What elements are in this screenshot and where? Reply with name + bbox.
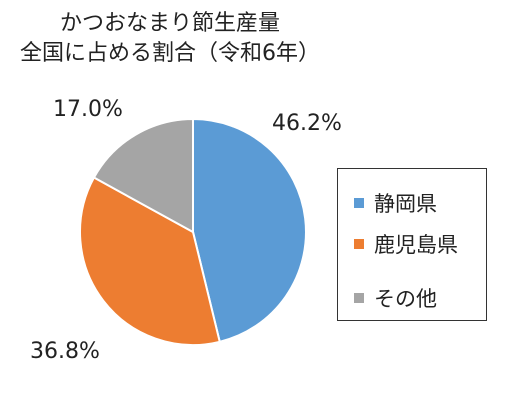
legend-swatch-kagoshima [354, 239, 364, 249]
chart-title: かつおなまり節生産量 [59, 11, 280, 36]
legend-label-other: その他 [374, 287, 437, 311]
legend-item-shizuoka: 静岡県 [354, 189, 437, 217]
chart-subtitle: 全国に占める割合（令和6年） [20, 41, 320, 66]
legend-item-other: その他 [354, 284, 437, 312]
legend-label-kagoshima: 鹿児島県 [374, 233, 458, 257]
legend-label-shizuoka: 静岡県 [374, 192, 437, 216]
legend-swatch-other [354, 293, 364, 303]
slice-shizuoka [192, 118, 307, 343]
slice-other [92, 118, 194, 233]
legend-item-kagoshima: 鹿児島県 [354, 230, 458, 258]
legend: 静岡県 鹿児島県 その他 [337, 168, 487, 321]
slice-kagoshima [79, 176, 221, 346]
data-label-shizuoka: 46.2% [272, 111, 342, 136]
data-label-kagoshima: 36.8% [30, 339, 100, 364]
data-label-other: 17.0% [53, 97, 123, 122]
legend-swatch-shizuoka [354, 198, 364, 208]
